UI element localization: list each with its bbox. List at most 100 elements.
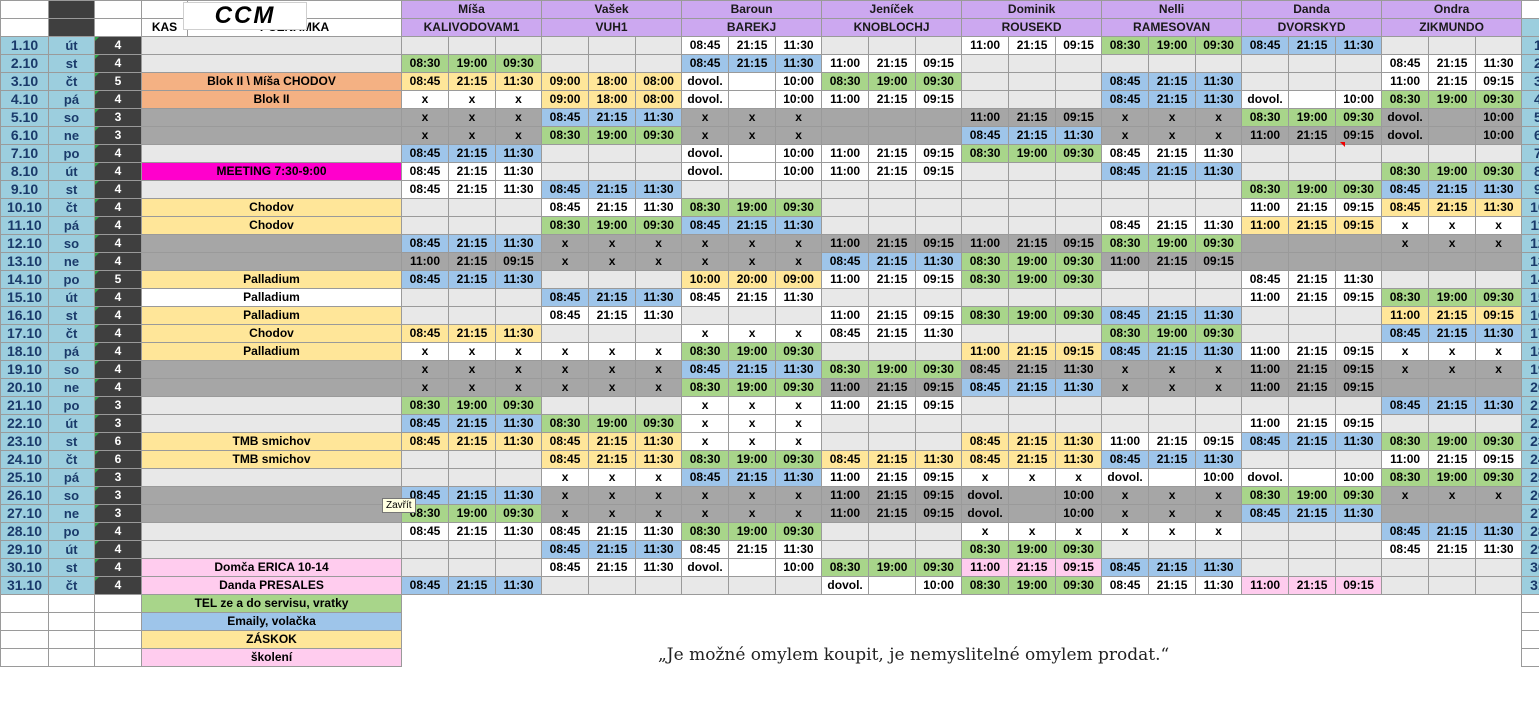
shift-cell[interactable]: 08:45 bbox=[1241, 270, 1290, 289]
shift-cell[interactable]: x bbox=[1101, 504, 1150, 523]
shift-cell[interactable]: x bbox=[588, 234, 637, 253]
shift-cell[interactable]: 19:00 bbox=[1008, 576, 1057, 595]
shift-cell[interactable] bbox=[728, 162, 777, 181]
shift-cell[interactable]: x bbox=[1475, 234, 1523, 253]
shift-cell[interactable]: 09:30 bbox=[1055, 306, 1103, 325]
shift-cell[interactable]: x bbox=[1148, 378, 1197, 397]
shift-cell[interactable]: 08:45 bbox=[401, 432, 449, 451]
shift-cell[interactable]: 11:00 bbox=[821, 378, 870, 397]
note-cell[interactable] bbox=[141, 486, 402, 505]
note-cell[interactable] bbox=[141, 180, 402, 199]
shift-cell[interactable] bbox=[1055, 54, 1103, 73]
shift-cell[interactable]: 21:15 bbox=[448, 162, 496, 181]
shift-cell[interactable]: 08:45 bbox=[541, 540, 590, 559]
note-cell[interactable] bbox=[141, 540, 402, 559]
shift-cell[interactable]: x bbox=[588, 504, 637, 523]
weekday-cell[interactable]: čt bbox=[48, 72, 95, 91]
kas-count-cell[interactable]: 4 bbox=[94, 360, 142, 379]
shift-cell[interactable]: 08:45 bbox=[961, 432, 1010, 451]
shift-cell[interactable]: 08:45 bbox=[821, 450, 870, 469]
date-cell[interactable]: 18.10 bbox=[1521, 342, 1539, 361]
shift-cell[interactable]: x bbox=[728, 324, 777, 343]
shift-cell[interactable]: 09:30 bbox=[1475, 288, 1523, 307]
shift-cell[interactable]: 11:30 bbox=[915, 324, 963, 343]
date-cell[interactable]: 20.10 bbox=[1521, 378, 1539, 397]
shift-cell[interactable] bbox=[915, 540, 963, 559]
shift-cell[interactable]: 18:00 bbox=[588, 72, 637, 91]
empty-cell[interactable] bbox=[0, 630, 49, 649]
shift-cell[interactable]: 21:15 bbox=[1288, 216, 1337, 235]
shift-cell[interactable]: 09:15 bbox=[915, 234, 963, 253]
shift-cell[interactable]: 21:15 bbox=[728, 216, 777, 235]
shift-cell[interactable] bbox=[1101, 198, 1150, 217]
shift-cell[interactable] bbox=[961, 396, 1010, 415]
shift-cell[interactable]: 21:15 bbox=[448, 414, 496, 433]
shift-cell[interactable] bbox=[1148, 198, 1197, 217]
shift-cell[interactable]: 11:30 bbox=[1055, 360, 1103, 379]
date-cell[interactable]: 5.10 bbox=[0, 108, 49, 127]
shift-cell[interactable]: 08:30 bbox=[1381, 288, 1430, 307]
shift-cell[interactable]: 11:30 bbox=[1055, 378, 1103, 397]
shift-cell[interactable]: 09:30 bbox=[1475, 90, 1523, 109]
shift-cell[interactable] bbox=[915, 108, 963, 127]
shift-cell[interactable] bbox=[1055, 324, 1103, 343]
weekday-cell[interactable]: so bbox=[48, 486, 95, 505]
shift-cell[interactable]: 09:30 bbox=[775, 342, 823, 361]
shift-cell[interactable] bbox=[1241, 144, 1290, 163]
weekday-cell[interactable]: út bbox=[48, 162, 95, 181]
shift-cell[interactable]: x bbox=[1475, 360, 1523, 379]
shift-cell[interactable]: x bbox=[1428, 234, 1477, 253]
empty-cell[interactable] bbox=[94, 594, 142, 613]
shift-cell[interactable] bbox=[1195, 270, 1243, 289]
shift-cell[interactable] bbox=[1008, 180, 1057, 199]
weekday-cell[interactable]: čt bbox=[48, 198, 95, 217]
shift-cell[interactable]: 19:00 bbox=[728, 378, 777, 397]
shift-cell[interactable]: x bbox=[1381, 234, 1430, 253]
shift-cell[interactable]: 09:15 bbox=[915, 270, 963, 289]
shift-cell[interactable]: 11:30 bbox=[494, 270, 543, 289]
shift-cell[interactable]: 21:15 bbox=[868, 54, 917, 73]
shift-cell[interactable]: 10:00 bbox=[1475, 108, 1523, 127]
shift-cell[interactable]: 21:15 bbox=[1148, 252, 1197, 271]
shift-cell[interactable]: 11:30 bbox=[635, 558, 683, 577]
shift-cell[interactable]: x bbox=[728, 486, 777, 505]
shift-cell[interactable]: 08:45 bbox=[401, 576, 449, 595]
shift-cell[interactable] bbox=[1055, 162, 1103, 181]
corner-cell[interactable] bbox=[48, 18, 95, 37]
shift-cell[interactable]: 11:00 bbox=[1241, 126, 1290, 145]
shift-cell[interactable] bbox=[635, 36, 683, 55]
shift-cell[interactable]: 21:15 bbox=[1148, 450, 1197, 469]
shift-cell[interactable]: 09:30 bbox=[1475, 432, 1523, 451]
empty-cell[interactable] bbox=[94, 630, 142, 649]
shift-cell[interactable]: 19:00 bbox=[728, 198, 777, 217]
date-cell[interactable]: 22.10 bbox=[1521, 414, 1539, 433]
shift-cell[interactable]: 08:45 bbox=[1101, 558, 1150, 577]
shift-cell[interactable] bbox=[915, 216, 963, 235]
shift-cell[interactable]: 21:15 bbox=[1428, 54, 1477, 73]
shift-cell[interactable]: 08:45 bbox=[401, 522, 449, 541]
shift-cell[interactable] bbox=[821, 36, 870, 55]
shift-cell[interactable]: 10:00 bbox=[775, 558, 823, 577]
shift-cell[interactable]: 08:45 bbox=[1381, 540, 1430, 559]
shift-cell[interactable]: 21:15 bbox=[448, 270, 496, 289]
shift-cell[interactable]: 08:45 bbox=[1101, 342, 1150, 361]
shift-cell[interactable]: 11:30 bbox=[1195, 306, 1243, 325]
shift-cell[interactable]: 08:45 bbox=[1381, 198, 1430, 217]
shift-cell[interactable] bbox=[915, 414, 963, 433]
shift-cell[interactable]: 11:00 bbox=[821, 468, 870, 487]
shift-cell[interactable] bbox=[1241, 234, 1290, 253]
shift-cell[interactable] bbox=[588, 144, 637, 163]
shift-cell[interactable]: 11:30 bbox=[635, 540, 683, 559]
shift-cell[interactable] bbox=[868, 126, 917, 145]
shift-cell[interactable] bbox=[868, 432, 917, 451]
shift-cell[interactable]: x bbox=[635, 234, 683, 253]
shift-cell[interactable]: 11:00 bbox=[1241, 414, 1290, 433]
shift-cell[interactable] bbox=[1381, 558, 1430, 577]
date-cell[interactable]: 27.10 bbox=[0, 504, 49, 523]
shift-cell[interactable]: x bbox=[681, 126, 730, 145]
corner-cell[interactable] bbox=[48, 0, 95, 19]
shift-cell[interactable]: 09:15 bbox=[915, 162, 963, 181]
shift-cell[interactable] bbox=[1241, 324, 1290, 343]
shift-cell[interactable]: 08:30 bbox=[961, 144, 1010, 163]
empty-cell[interactable] bbox=[0, 648, 49, 667]
